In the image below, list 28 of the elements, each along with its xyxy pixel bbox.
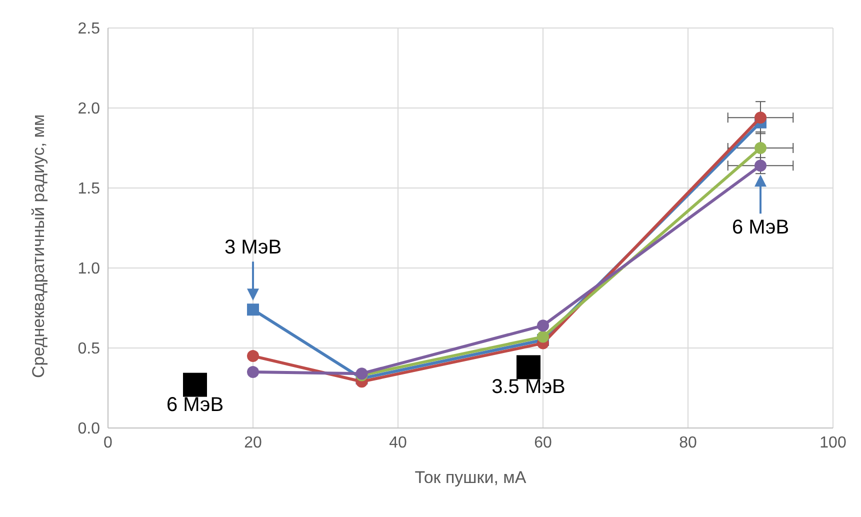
point xyxy=(754,142,766,154)
point xyxy=(516,355,540,380)
x-tick-label: 40 xyxy=(389,434,407,452)
x-tick-label: 0 xyxy=(104,434,113,452)
point xyxy=(183,372,207,397)
point xyxy=(537,320,549,332)
y-tick-label: 1.5 xyxy=(78,180,100,198)
x-tick-label: 20 xyxy=(244,434,262,452)
x-tick-label: 80 xyxy=(679,434,697,452)
point xyxy=(247,350,259,362)
point xyxy=(247,366,259,378)
point xyxy=(537,330,549,343)
point xyxy=(247,304,259,316)
y-axis-title: Среднеквадратичный радиус, мм xyxy=(29,114,48,378)
y-tick-label: 2.0 xyxy=(78,100,100,118)
y-tick-label: 2.5 xyxy=(78,20,100,38)
point xyxy=(754,112,766,124)
x-axis-title: Ток пушки, мА xyxy=(414,468,527,487)
y-tick-label: 1.0 xyxy=(78,260,100,278)
annotation: 6 МэВ xyxy=(166,394,224,416)
x-tick-label: 100 xyxy=(820,434,846,452)
y-tick-label: 0.0 xyxy=(78,420,100,438)
annotation: 6 МэВ xyxy=(732,216,790,239)
y-tick-label: 0.5 xyxy=(78,340,100,358)
annotation: 3 МэВ xyxy=(224,236,282,259)
annotation: 3.5 МэВ xyxy=(492,376,566,398)
x-tick-label: 60 xyxy=(534,434,552,452)
point xyxy=(754,160,766,172)
